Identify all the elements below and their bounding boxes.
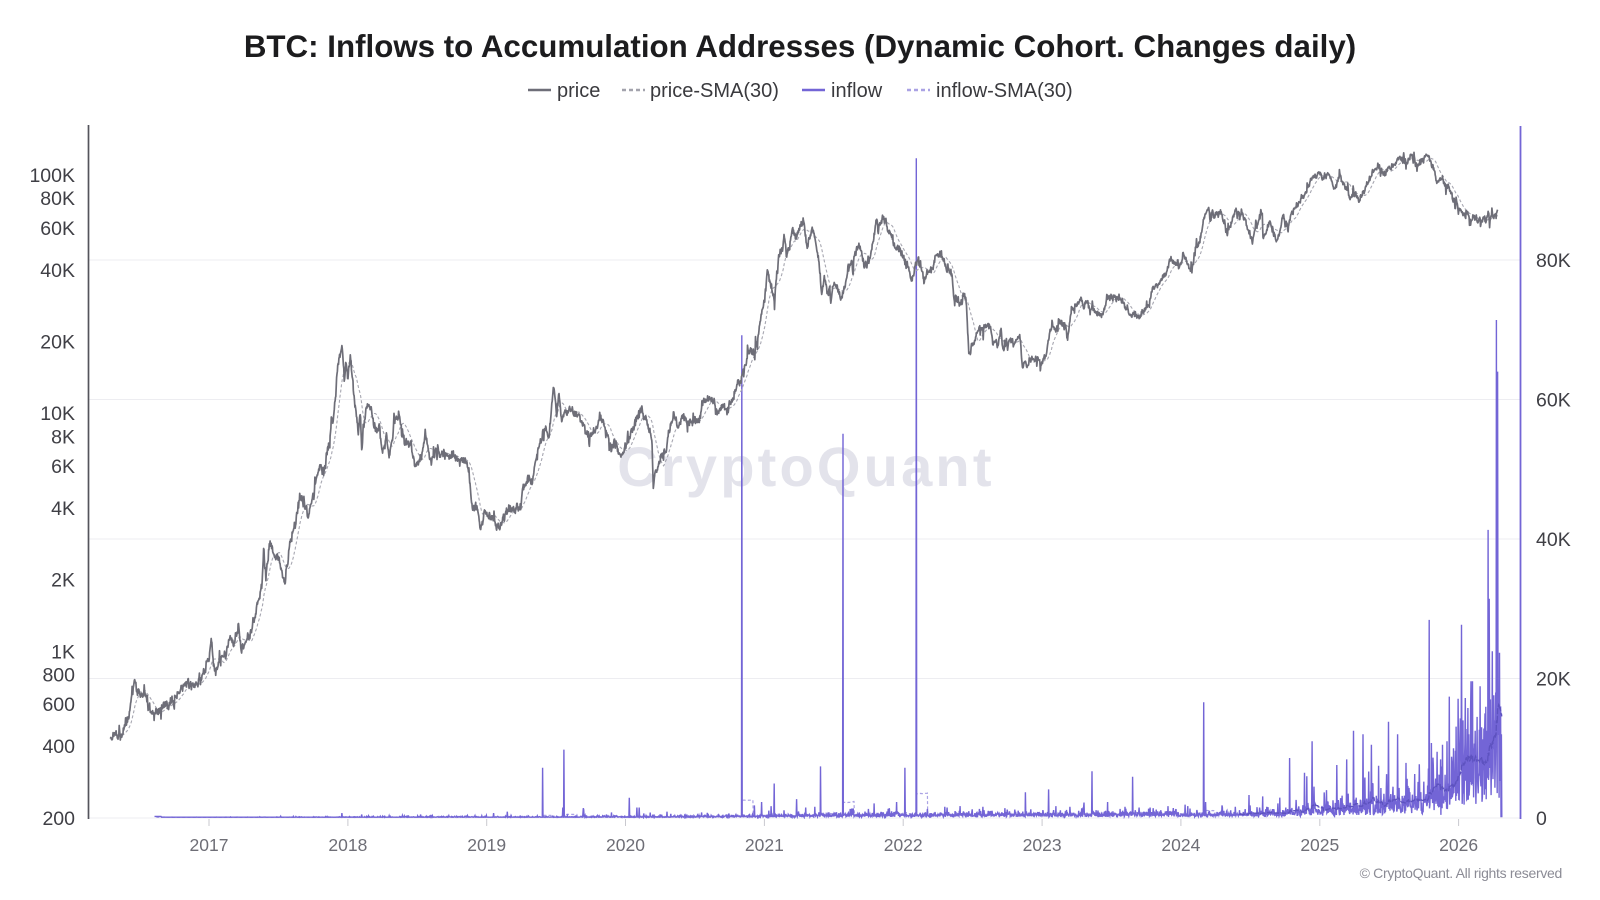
svg-text:2024: 2024 xyxy=(1161,835,1200,855)
svg-text:© CryptoQuant. All rights rese: © CryptoQuant. All rights reserved xyxy=(1360,865,1562,881)
svg-text:20K: 20K xyxy=(1536,669,1571,691)
svg-text:800: 800 xyxy=(42,665,75,687)
svg-text:2023: 2023 xyxy=(1023,835,1062,855)
svg-text:BTC: Inflows to Accumulation A: BTC: Inflows to Accumulation Addresses (… xyxy=(244,29,1356,64)
svg-text:2021: 2021 xyxy=(745,835,784,855)
svg-text:1K: 1K xyxy=(51,641,75,663)
svg-text:price: price xyxy=(557,80,600,102)
svg-text:2018: 2018 xyxy=(328,835,367,855)
svg-text:6K: 6K xyxy=(51,456,75,478)
svg-text:2022: 2022 xyxy=(884,835,923,855)
svg-text:price-SMA(30): price-SMA(30) xyxy=(650,80,779,102)
svg-text:200: 200 xyxy=(42,808,75,830)
svg-text:60K: 60K xyxy=(40,218,75,240)
svg-text:CryptoQuant: CryptoQuant xyxy=(617,435,994,498)
svg-text:80K: 80K xyxy=(1536,250,1571,272)
svg-text:40K: 40K xyxy=(1536,529,1571,551)
svg-text:inflow: inflow xyxy=(831,80,883,102)
svg-text:2017: 2017 xyxy=(190,835,229,855)
svg-text:600: 600 xyxy=(42,694,75,716)
svg-text:4K: 4K xyxy=(51,498,75,520)
svg-text:0: 0 xyxy=(1536,808,1547,830)
svg-text:2020: 2020 xyxy=(606,835,645,855)
svg-text:2025: 2025 xyxy=(1300,835,1339,855)
svg-text:100K: 100K xyxy=(29,165,75,187)
svg-text:60K: 60K xyxy=(1536,390,1571,412)
svg-text:2K: 2K xyxy=(51,570,75,592)
svg-text:40K: 40K xyxy=(40,260,75,282)
svg-text:inflow-SMA(30): inflow-SMA(30) xyxy=(936,80,1073,102)
svg-text:2019: 2019 xyxy=(467,835,506,855)
svg-text:20K: 20K xyxy=(40,332,75,354)
svg-text:10K: 10K xyxy=(40,403,75,425)
svg-text:80K: 80K xyxy=(40,188,75,210)
svg-text:400: 400 xyxy=(42,736,75,758)
svg-text:8K: 8K xyxy=(51,426,75,448)
svg-text:2026: 2026 xyxy=(1439,835,1478,855)
